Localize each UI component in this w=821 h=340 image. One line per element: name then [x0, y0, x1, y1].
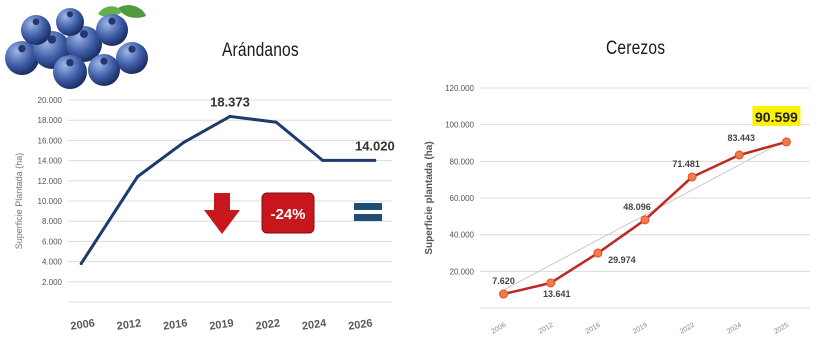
x-tick-label: 2024 [726, 322, 743, 336]
y-tick-label: 16.000 [38, 136, 63, 145]
data-point [182, 140, 186, 144]
berry-shape [21, 15, 51, 45]
y-tick-label: 20.000 [38, 96, 63, 105]
x-tick-label: 2016 [585, 322, 602, 336]
data-point [135, 175, 139, 179]
x-tick-label: 2024 [301, 317, 328, 332]
y-tick-label: 12.000 [38, 177, 63, 186]
blueberries-chart: Arándanos 2.000 4.000 6.000 8.000 10.000 12.0… [0, 0, 410, 340]
x-tick-label: 2019 [209, 317, 235, 332]
berry-crown [108, 17, 116, 25]
berry-crown [47, 35, 57, 44]
data-label: 7.620 [492, 276, 515, 286]
change-badge: -24% [261, 192, 315, 234]
data-label: 29.974 [608, 255, 636, 265]
data-label: 83.443 [728, 133, 756, 143]
berry-shape [116, 42, 148, 74]
data-point [546, 278, 556, 288]
x-tick-label: 2012 [537, 322, 554, 336]
data-label: 71.481 [672, 159, 700, 169]
chart-title-cherries: Cerezos [606, 38, 666, 59]
data-label: 18.373 [210, 94, 250, 109]
x-tick-label: 2019 [632, 322, 649, 336]
x-tick-label: 2006 [490, 322, 507, 336]
x-tick-label: 2016 [162, 317, 188, 332]
y-tick-label: 40.000 [450, 231, 475, 240]
data-label: 13.641 [543, 289, 571, 299]
data-point [499, 289, 509, 299]
data-point [274, 120, 278, 124]
data-label: 90.599 [755, 109, 798, 125]
y-tick-label: 120.000 [445, 84, 474, 93]
data-point [79, 262, 83, 266]
leaf-shape [98, 6, 122, 17]
berry-shape [5, 41, 39, 75]
badge-label: -24% [270, 206, 305, 223]
y-tick-label: 6.000 [42, 237, 63, 246]
y-tick-label: 4.000 [42, 258, 63, 267]
data-label: 14.020 [355, 138, 395, 153]
x-tick-label: 2012 [116, 317, 142, 332]
y-tick-label: 8.000 [42, 217, 63, 226]
data-point [593, 248, 603, 258]
berry-shape [56, 8, 84, 36]
x-tick-label: 2006 [70, 317, 96, 332]
data-label: 48.096 [623, 202, 651, 212]
data-point [640, 215, 650, 225]
equals-icon [354, 203, 382, 221]
berry-shape [88, 54, 120, 86]
cherries-chart: Cerezos 20.000 40.000 60.000 80.000 100.000 1… [410, 0, 821, 340]
x-tick-label: 2022 [679, 322, 696, 336]
berry-crown [128, 45, 136, 53]
berry-crown [32, 18, 40, 26]
highlight-label: 90.599 [752, 105, 801, 126]
berry-shape [53, 55, 87, 89]
y-tick-label: 10.000 [38, 197, 63, 206]
chart-title-blueberries: Arándanos [222, 40, 299, 61]
berry-crown [80, 30, 88, 39]
x-tick-label: 2026 [347, 317, 373, 332]
data-point [687, 172, 697, 182]
data-point [373, 158, 377, 162]
data-point [734, 150, 744, 160]
blueberries-plot: 2.000 4.000 6.000 8.000 10.000 12.000 14.000 16… [14, 94, 395, 332]
blueberries-icon [5, 5, 148, 89]
trend-line [503, 139, 787, 291]
berry-shape [96, 14, 128, 46]
berry-crown [66, 58, 74, 67]
y-axis-label: Superficie Plantada (ha) [14, 153, 24, 250]
y-axis-label: Superficie plantada (ha) [424, 141, 435, 254]
berry-crown [18, 44, 26, 53]
berry-crown [66, 11, 74, 18]
data-point [321, 158, 325, 162]
y-tick-label: 80.000 [450, 157, 475, 166]
y-tick-label: 100.000 [445, 121, 474, 130]
y-tick-label: 2.000 [42, 278, 63, 287]
y-tick-label: 14.000 [38, 157, 63, 166]
y-tick-label: 20.000 [450, 267, 475, 276]
down-arrow-icon [204, 193, 240, 234]
cherries-plot: 20.000 40.000 60.000 80.000 100.000 120.000 Su… [424, 84, 810, 336]
berry-crown [100, 57, 108, 65]
data-point [228, 114, 232, 118]
y-tick-label: 18.000 [38, 116, 63, 125]
x-tick-label: 2022 [255, 317, 281, 332]
x-tick-label: 2025 [773, 322, 790, 336]
y-tick-label: 60.000 [450, 194, 475, 203]
leaf-shape [118, 5, 146, 18]
data-point [781, 137, 791, 147]
